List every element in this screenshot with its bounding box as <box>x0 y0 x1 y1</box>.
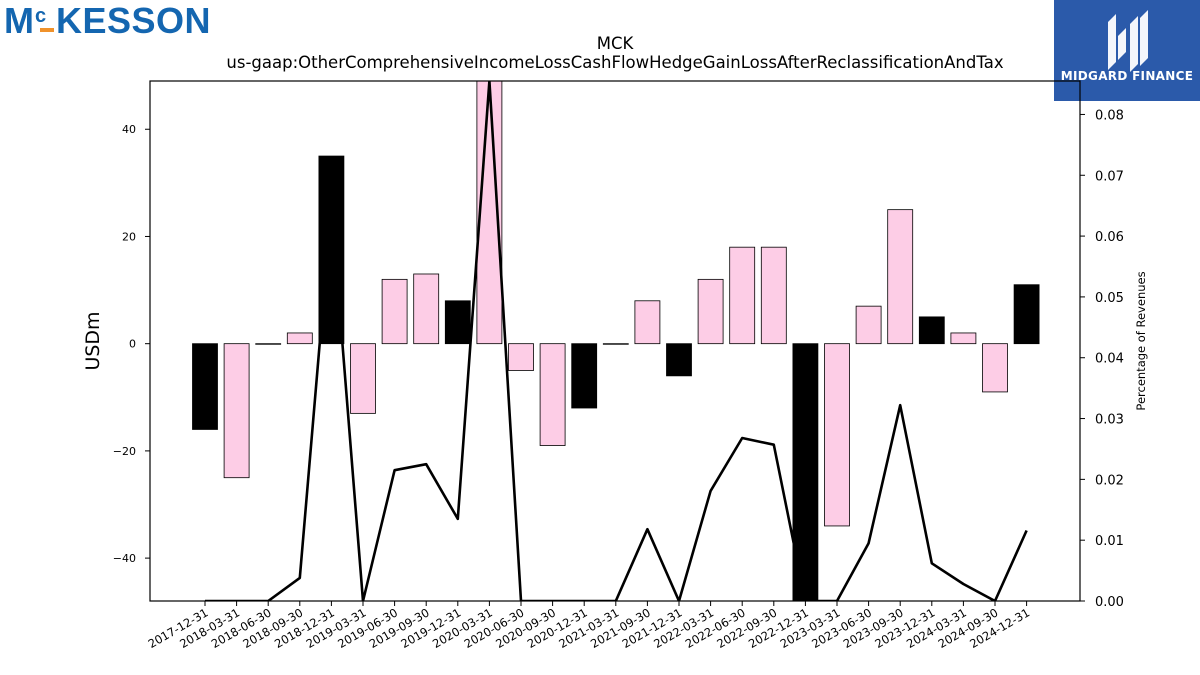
bar <box>192 343 218 430</box>
bar <box>444 300 471 345</box>
bar <box>634 300 661 345</box>
bar <box>571 343 598 409</box>
bar <box>666 343 692 377</box>
chart-title-group: MCK us-gaap:OtherComprehensiveIncomeLoss… <box>226 34 1003 72</box>
bar <box>918 316 945 345</box>
y2-tick-label: 0.04 <box>1095 352 1124 367</box>
y-tick-label: −40 <box>113 552 136 565</box>
midgard-finance-logo-text: MIDGARD FINANCE <box>1060 69 1194 83</box>
bar <box>760 246 787 345</box>
bar <box>539 343 566 446</box>
line-layer <box>205 81 1028 601</box>
y-axis-label: USDm <box>82 311 104 370</box>
y2-tick-label: 0.05 <box>1095 291 1124 306</box>
y2-axis-label: Percentage of Revenues <box>1134 271 1148 410</box>
bar <box>855 305 882 345</box>
y2-tick-label: 0.01 <box>1095 534 1124 549</box>
bars-layer <box>192 81 1040 601</box>
bar <box>508 343 534 371</box>
y-tick-label: −20 <box>113 445 136 458</box>
bar <box>950 332 977 345</box>
chart-title: MCK <box>597 34 635 53</box>
line-group <box>205 81 1028 601</box>
svg-text:KESSON: KESSON <box>56 0 211 41</box>
bar <box>887 209 914 345</box>
bar <box>381 278 408 345</box>
bar <box>982 343 1008 393</box>
bar <box>697 278 724 345</box>
plot-frame <box>149 80 1081 602</box>
chart-subtitle: us-gaap:OtherComprehensiveIncomeLossCash… <box>226 53 1003 72</box>
bar <box>602 343 629 345</box>
bar <box>1013 284 1040 345</box>
bar-group <box>192 81 1040 601</box>
y2-tick-label: 0.08 <box>1095 108 1124 123</box>
y-tick-label: 0 <box>129 338 136 351</box>
y-tick-label: 40 <box>122 123 136 136</box>
y-tick-label: 20 <box>122 230 136 243</box>
svg-text:c: c <box>35 5 46 27</box>
bar <box>255 343 282 345</box>
bar <box>286 332 313 345</box>
y2-tick-label: 0.06 <box>1095 230 1124 245</box>
mckesson-logo: M c KESSON <box>4 0 211 41</box>
bar <box>223 343 250 479</box>
bar <box>729 246 756 345</box>
y2-tick-label: 0.03 <box>1095 413 1124 428</box>
bar <box>350 343 376 414</box>
svg-text:M: M <box>4 0 35 41</box>
y2-tick-label: 0.02 <box>1095 473 1124 488</box>
axes-layer: −40 −20 0 20 40 0.00 0.01 0.02 0.03 0.04 0.05 0.06 0… <box>113 80 1124 651</box>
midgard-finance-logo: MIDGARD FINANCE <box>1054 0 1200 101</box>
bar <box>413 273 440 345</box>
revenue-percentage-line <box>205 81 1028 601</box>
bar <box>824 343 850 527</box>
y2-tick-label: 0.07 <box>1095 169 1124 184</box>
y2-tick-label: 0.00 <box>1095 595 1124 610</box>
